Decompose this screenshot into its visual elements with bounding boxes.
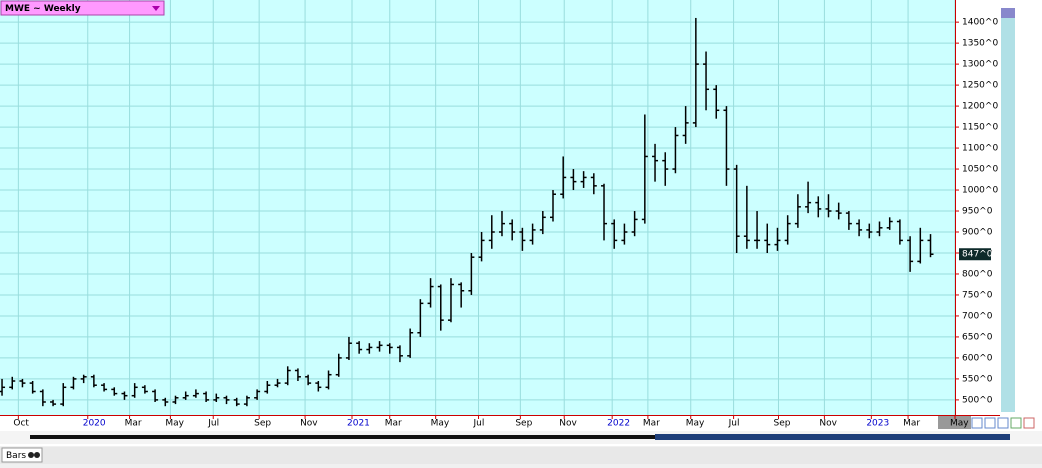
- y-tick-label: 1200^0: [962, 102, 998, 112]
- tab-label: Bars: [6, 451, 26, 461]
- x-tick-label: Sep: [254, 419, 271, 429]
- y-tick-label: 650^0: [962, 332, 993, 342]
- side-button[interactable]: [1001, 8, 1015, 18]
- chart-title: MWE ~ Weekly: [5, 4, 81, 14]
- y-tick-label: 1100^0: [962, 144, 998, 154]
- x-tick-label: Mar: [385, 419, 402, 429]
- x-tick-label: Mar: [643, 419, 660, 429]
- y-tick-label: 800^0: [962, 269, 993, 279]
- x-tick-label: 2021: [347, 419, 370, 429]
- x-tick-label: Sep: [515, 419, 532, 429]
- dropdown-arrow: [152, 6, 160, 11]
- scroll-track: [30, 435, 655, 439]
- nav-buttons: [971, 417, 1035, 429]
- y-tick-label: 1300^0: [962, 60, 998, 70]
- x-tick-label: Jul: [473, 419, 485, 429]
- y-tick-label: 500^0: [962, 395, 993, 405]
- scroll-thumb[interactable]: [655, 434, 1010, 440]
- plot-area: [0, 0, 955, 415]
- x-tick-label: 2022: [607, 419, 630, 429]
- x-tick-label: Nov: [559, 419, 577, 429]
- symbol-dropdown[interactable]: [0, 0, 165, 16]
- x-tick-label: 2023: [866, 419, 889, 429]
- y-tick-label: 550^0: [962, 374, 993, 384]
- y-tick-label: 1350^0: [962, 39, 998, 49]
- status-bar: [0, 447, 1042, 464]
- nav-button[interactable]: [1010, 417, 1022, 429]
- side-scroll[interactable]: [1001, 8, 1015, 412]
- grid: [0, 0, 956, 415]
- tab-icon: [28, 452, 34, 458]
- x-tick-label: May: [686, 419, 705, 429]
- y-tick-label: 1400^0: [962, 18, 998, 28]
- last-price-label: 847^0: [962, 250, 993, 260]
- x-tick-label: Mar: [125, 419, 142, 429]
- y-tick-label: 600^0: [962, 353, 993, 363]
- tab[interactable]: [1, 447, 43, 463]
- x-tick-label: Mar: [903, 419, 920, 429]
- x-tick-label: Oct: [13, 419, 29, 429]
- nav-button[interactable]: [984, 417, 996, 429]
- y-tick-label: 700^0: [962, 311, 993, 321]
- y-tick-label: 1050^0: [962, 165, 998, 175]
- y-tick-label: 1150^0: [962, 123, 998, 133]
- x-tick-label: May: [431, 419, 450, 429]
- y-tick-label: 1250^0: [962, 81, 998, 91]
- x-tick-label: Nov: [819, 419, 837, 429]
- y-tick-label: 950^0: [962, 207, 993, 217]
- x-tick-label: Sep: [773, 419, 790, 429]
- nav-button[interactable]: [971, 417, 983, 429]
- x-tick-label: Nov: [300, 419, 318, 429]
- x-tick-label: Jul: [207, 419, 219, 429]
- nav-button[interactable]: [1023, 417, 1035, 429]
- x-tick-label: 2020: [83, 419, 106, 429]
- y-tick-label: 750^0: [962, 290, 993, 300]
- y-tick-label: 900^0: [962, 228, 993, 238]
- tab-icon: [34, 452, 40, 458]
- x-tick-label: Jul: [728, 419, 740, 429]
- date-box: [938, 416, 971, 429]
- y-tick-label: 1000^0: [962, 186, 998, 196]
- bars: [0, 17, 934, 407]
- nav-button[interactable]: [997, 417, 1009, 429]
- x-tick-label: May: [165, 419, 184, 429]
- x-tick-label: May: [950, 419, 969, 429]
- last-price-box: [959, 248, 991, 261]
